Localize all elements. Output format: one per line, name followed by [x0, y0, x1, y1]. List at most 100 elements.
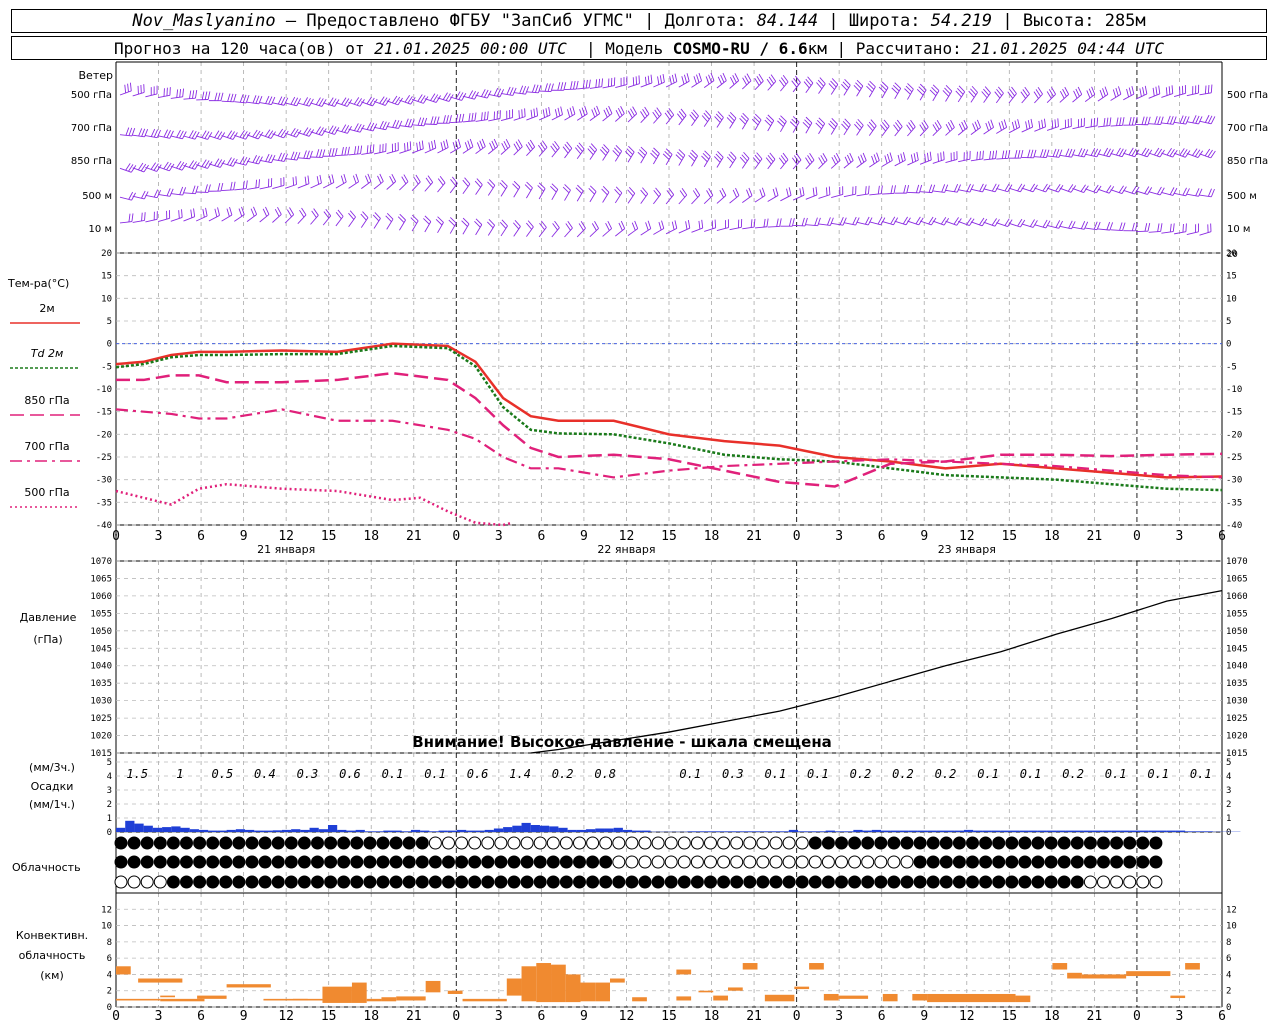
cloud-symbol	[507, 855, 521, 869]
cloud-symbol	[1070, 855, 1084, 869]
barb-flag	[854, 123, 861, 131]
barb-flag	[632, 77, 635, 86]
wind-barb	[196, 159, 213, 169]
barb-flag	[743, 151, 750, 159]
convective-cloud-panel: 0 3 6 9 12 15 18 21 0 3 6 9 12 15 18 21 0 3 6 9 12 15 18 21 0 3 61…	[101, 905, 1237, 1024]
barb-flag	[907, 83, 914, 90]
precipitation-panel: 5 54 43 32 21 10 01.5 1 0.5 0.4 0.3 0.6 0.1 0.1 0.6 1.4…	[107, 758, 1241, 838]
barb-flag	[675, 154, 683, 161]
barb-flag	[590, 143, 597, 151]
barb-flag	[665, 148, 673, 155]
barb-flag	[428, 142, 431, 151]
y-tick-label: 2	[1226, 800, 1231, 810]
barb-shaft	[627, 151, 635, 163]
barb-shaft	[487, 185, 496, 196]
barb-flag	[714, 219, 717, 228]
wind-barb	[297, 207, 307, 224]
barb-flag	[274, 208, 280, 217]
cloud-symbol	[625, 875, 639, 889]
barb-shaft	[716, 227, 729, 232]
cloud-symbol	[311, 855, 324, 869]
wind-barb	[158, 87, 171, 99]
x-tick-label: 6	[1218, 529, 1226, 544]
barb-flag	[1109, 222, 1114, 231]
barb-flag	[1035, 89, 1041, 97]
barb-flag	[867, 217, 873, 226]
wind-barb	[1174, 187, 1190, 197]
wind-barb	[1084, 86, 1096, 103]
barb-flag	[153, 189, 159, 198]
barb-flag	[873, 154, 878, 163]
barb-shaft	[932, 220, 945, 226]
wind-barb	[1059, 86, 1070, 103]
barb-flag	[457, 139, 462, 148]
y-tick-label: 0	[1226, 1003, 1231, 1013]
y-tick-label: 8	[107, 938, 112, 948]
barb-flag	[1207, 85, 1210, 94]
barb-flag	[233, 181, 236, 190]
barb-flag	[886, 153, 891, 163]
barb-flag	[1179, 86, 1181, 95]
barb-shaft	[1123, 93, 1135, 101]
x-tick-label: 9	[240, 1009, 248, 1024]
barb-shaft	[538, 114, 551, 121]
cloud-symbol	[900, 855, 914, 869]
barb-flag	[994, 184, 1000, 193]
barb-flag	[242, 180, 245, 190]
wind-barb	[183, 89, 198, 100]
cloud-symbol	[848, 875, 862, 889]
wind-barb	[589, 78, 604, 89]
barb-flag	[1198, 188, 1203, 197]
barb-flag	[1051, 120, 1054, 129]
barb-flag	[499, 222, 507, 229]
barb-flag	[531, 84, 536, 93]
wind-barb	[1020, 86, 1030, 104]
wind-barb	[856, 185, 870, 197]
barb-shaft	[741, 118, 749, 130]
precip-bar	[1139, 830, 1149, 832]
barb-flag	[567, 109, 571, 118]
barb-flag	[766, 218, 769, 227]
barb-flag	[662, 74, 665, 83]
x-tick-label: 21	[1087, 529, 1103, 544]
cloud-symbol	[1083, 875, 1097, 889]
barb-flag	[128, 164, 134, 172]
barb-flag	[756, 152, 763, 160]
barb-flag	[923, 119, 929, 128]
wind-barb	[742, 187, 753, 204]
x-tick-label: 3	[155, 529, 163, 544]
wind-barb	[499, 219, 508, 237]
barb-flag	[265, 95, 270, 104]
barb-flag	[831, 78, 839, 85]
barb-flag	[313, 208, 319, 216]
barb-flag	[653, 147, 660, 154]
barb-flag	[746, 73, 752, 82]
barb-flag	[897, 154, 901, 164]
barb-flag	[746, 189, 750, 198]
barb-flag	[450, 179, 457, 187]
cloud-symbol	[821, 875, 835, 889]
cloud-symbol	[808, 836, 822, 850]
barb-shaft	[1174, 231, 1186, 235]
barb-shaft	[602, 228, 612, 237]
barb-flag	[397, 216, 405, 223]
barb-flag	[391, 173, 397, 182]
conv-unit: (км)	[40, 969, 64, 982]
barb-flag	[220, 182, 224, 192]
barb-flag	[474, 112, 477, 121]
barb-flag	[772, 188, 776, 198]
barb-flag	[505, 139, 511, 147]
barb-flag	[1025, 121, 1028, 130]
barb-flag	[804, 217, 808, 227]
barb-shaft	[868, 125, 877, 136]
precip-3h-label: 0.1	[1105, 767, 1127, 781]
barb-flag	[242, 94, 247, 103]
barb-shaft	[513, 186, 521, 198]
cloud-symbol	[913, 836, 927, 850]
wind-barb	[437, 139, 449, 154]
wind-barb	[462, 112, 477, 123]
barb-flag	[548, 106, 551, 116]
x-tick-label: 6	[878, 529, 886, 544]
wind-barb	[612, 144, 623, 162]
barb-flag	[1118, 86, 1122, 95]
